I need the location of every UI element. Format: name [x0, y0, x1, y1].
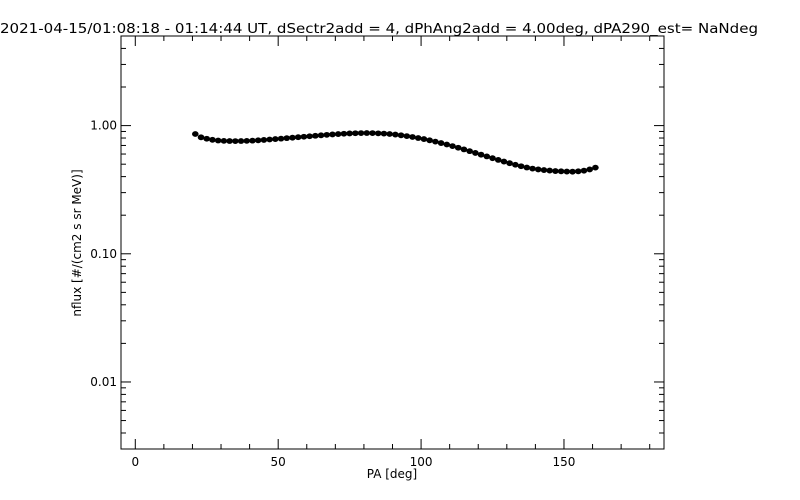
data-point — [289, 134, 296, 141]
data-point — [592, 164, 599, 171]
data-point — [506, 160, 513, 167]
data-point — [512, 161, 519, 168]
data-point — [197, 134, 205, 141]
chart-title: 2021-04-15/01:08:18 - 01:14:44 UT, dSect… — [0, 22, 758, 37]
data-point — [294, 134, 302, 141]
data-point — [220, 137, 228, 144]
data-point — [529, 165, 536, 172]
x-tick-label: 0 — [131, 455, 139, 469]
data-point — [454, 144, 462, 151]
data-point — [500, 158, 508, 165]
data-point — [334, 131, 342, 137]
x-axis-label: PA [deg] — [367, 467, 417, 481]
data-point — [472, 150, 479, 156]
data-point — [386, 131, 393, 137]
data-point — [552, 168, 559, 174]
data-points — [192, 130, 599, 175]
plot-frame — [120, 35, 665, 450]
data-point — [517, 163, 525, 170]
data-point — [494, 157, 502, 163]
x-tick-label: 50 — [271, 455, 286, 469]
data-point — [483, 153, 491, 160]
data-point — [277, 135, 285, 142]
data-point — [580, 167, 588, 174]
data-point — [466, 148, 473, 155]
data-point — [323, 131, 331, 138]
y-tick-label: 0.10 — [90, 247, 117, 261]
data-point — [209, 136, 216, 143]
data-point — [243, 137, 251, 144]
y-axis-label: nflux [#/(cm2 s sr MeV)] — [70, 169, 84, 316]
data-point — [380, 130, 388, 137]
data-point — [489, 155, 496, 162]
data-point — [266, 136, 273, 143]
data-point — [237, 138, 245, 144]
data-point — [249, 137, 256, 144]
data-point — [203, 135, 211, 142]
x-tick-label: 150 — [553, 455, 576, 469]
axis-ticks: 0 50 100 150 0.01 0.10 1.00 — [90, 35, 664, 469]
data-point — [352, 130, 359, 137]
data-point — [226, 138, 233, 144]
data-point — [432, 138, 439, 145]
data-point — [272, 136, 279, 142]
data-point — [363, 130, 371, 136]
data-point — [306, 133, 313, 140]
data-point — [329, 131, 336, 138]
y-tick-label: 0.01 — [90, 375, 117, 389]
data-point — [443, 141, 451, 148]
data-point — [254, 137, 262, 144]
data-point — [369, 130, 376, 136]
data-point — [414, 135, 422, 141]
data-point — [586, 166, 593, 173]
data-point — [214, 137, 222, 144]
data-point — [340, 130, 348, 137]
data-point — [397, 132, 405, 139]
x-tick-label: 100 — [410, 455, 433, 469]
data-point — [557, 168, 565, 175]
data-point — [392, 131, 399, 138]
data-point — [346, 130, 353, 137]
data-point — [563, 168, 571, 175]
data-point — [409, 134, 416, 140]
data-point — [449, 143, 456, 149]
data-point — [260, 137, 268, 143]
data-point — [569, 168, 576, 175]
y-tick-label: 1.00 — [90, 119, 117, 133]
data-point — [312, 132, 319, 139]
data-point — [283, 135, 291, 142]
data-point — [426, 137, 433, 144]
data-point — [403, 133, 411, 140]
data-point — [477, 151, 485, 158]
data-point — [300, 133, 308, 140]
data-point — [534, 166, 542, 173]
data-point — [546, 167, 553, 174]
data-point — [523, 164, 531, 171]
data-point — [357, 130, 365, 136]
data-point — [540, 167, 548, 173]
data-point — [232, 138, 239, 144]
data-point — [317, 132, 325, 139]
data-point — [574, 168, 582, 175]
data-point — [374, 130, 382, 137]
data-point — [437, 140, 445, 146]
data-point — [420, 136, 428, 142]
data-point — [192, 131, 199, 137]
data-point — [460, 146, 468, 153]
